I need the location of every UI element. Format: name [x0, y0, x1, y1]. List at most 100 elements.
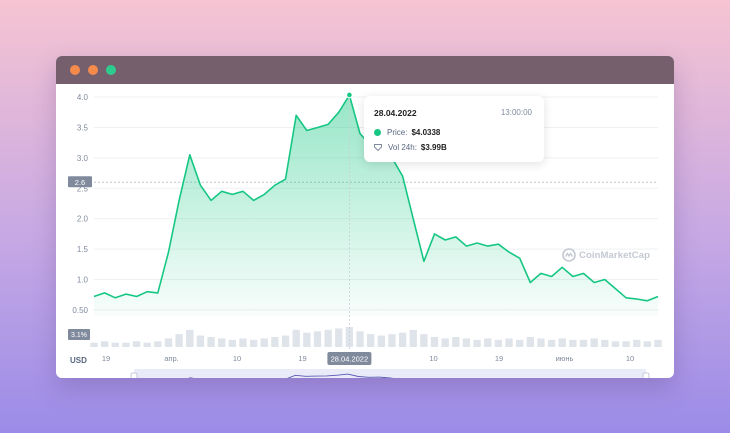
x-tick-label: 19	[495, 354, 503, 363]
volume-bar	[271, 337, 279, 347]
current-price-badge	[68, 176, 92, 188]
volume-bar	[526, 337, 534, 347]
volume-bar	[579, 339, 588, 347]
volume-bar	[260, 338, 268, 347]
volume-bar	[430, 337, 439, 347]
watermark-text: CoinMarketCap	[579, 249, 650, 261]
tooltip-price-row: Price: $4.0338	[374, 126, 440, 138]
volume-bar	[132, 341, 141, 347]
price-tooltip: 28.04.2022 13:00:00 Price: $4.0338 Vol 2…	[364, 96, 544, 162]
y-tick-label: 3.0	[77, 154, 89, 163]
volume-bar	[409, 329, 417, 347]
x-tick-label: апр.	[164, 354, 179, 363]
volume-bar	[622, 341, 630, 347]
volume-bar	[90, 342, 98, 347]
tooltip-volume-row: Vol 24h: $3.99B	[374, 141, 447, 153]
volume-bar	[239, 338, 247, 347]
volume-bar	[335, 328, 343, 347]
volume-bar	[249, 339, 258, 347]
y-tick-label: 2.5	[77, 184, 89, 193]
zoom-button[interactable]	[106, 65, 116, 75]
volume-bar	[505, 338, 513, 347]
volume-bar	[569, 339, 577, 347]
volume-bar	[547, 339, 556, 347]
volume-bar	[441, 338, 449, 347]
currency-label: USD	[70, 356, 87, 365]
range-selection	[134, 369, 646, 378]
volume-shield-icon	[374, 143, 382, 151]
y-tick-label: 0.50	[72, 306, 88, 315]
volume-bar	[292, 329, 300, 347]
x-tick-label-hover: 28.04.2022	[331, 355, 369, 364]
volume-bar	[420, 334, 428, 347]
price-area	[94, 95, 658, 316]
y-tick-label: 1.5	[77, 245, 89, 254]
volume-bar	[303, 332, 311, 347]
volume-bar	[654, 339, 662, 347]
watermark: CoinMarketCap	[562, 248, 650, 262]
tooltip-price-label: Price:	[387, 127, 408, 137]
volume-bar	[154, 341, 162, 347]
volume-label: 3.1%	[71, 332, 87, 339]
range-handle-left	[130, 372, 138, 378]
close-button[interactable]	[70, 65, 80, 75]
x-tick-label: 19	[102, 354, 110, 363]
volume-bar	[111, 342, 119, 347]
volume-bar	[590, 338, 598, 347]
volume-bar	[313, 331, 322, 347]
volume-bar	[611, 341, 620, 347]
volume-bar	[484, 338, 492, 347]
x-hover-badge	[327, 352, 372, 365]
volume-bar	[164, 338, 173, 347]
x-tick-label: июнь	[556, 354, 574, 363]
range-line	[187, 373, 394, 378]
tooltip-price-value: $4.0338	[411, 127, 441, 137]
volume-bar	[398, 332, 407, 347]
volume-bar	[175, 334, 183, 347]
tooltip-time: 13:00:00	[500, 108, 532, 117]
hover-point-marker	[346, 91, 353, 99]
y-tick-label: 3.5	[77, 123, 89, 132]
volume-bar	[324, 329, 332, 347]
tooltip-date: 28.04.2022	[374, 108, 417, 118]
minimize-button[interactable]	[88, 65, 98, 75]
coinmarketcap-logo-icon	[562, 248, 576, 262]
volume-bar	[345, 327, 354, 347]
volume-bar	[207, 337, 215, 347]
volume-bar	[643, 341, 652, 347]
volume-bar	[537, 338, 545, 347]
volume-bar	[143, 342, 151, 347]
y-tick-label: 2.0	[77, 215, 89, 224]
y-tick-label: 1.0	[77, 276, 89, 285]
volume-bar	[452, 337, 460, 347]
current-price-label: 2.6	[75, 178, 85, 187]
tooltip-volume-value: $3.99B	[420, 142, 447, 152]
volume-bar	[473, 339, 481, 347]
volume-bar	[633, 339, 641, 347]
x-tick-label: 19	[298, 354, 306, 363]
price-chart[interactable]: 4.0 3.5 3.0 2.5 2.0 1.5 1.0 0.50 2.6 3.1% USD 19 апр…	[56, 84, 674, 378]
volume-bar	[356, 331, 364, 347]
volume-bar	[218, 338, 226, 347]
volume-bar	[558, 338, 566, 347]
volume-bar	[186, 329, 194, 347]
x-tick-label: 10	[233, 354, 241, 363]
range-handle-right	[642, 372, 650, 378]
browser-window: 4.0 3.5 3.0 2.5 2.0 1.5 1.0 0.50 2.6 3.1% USD 19 апр…	[56, 56, 674, 378]
volume-bar	[281, 335, 290, 347]
volume-bar	[462, 338, 471, 347]
volume-bar	[601, 339, 609, 347]
x-tick-label: 10	[429, 354, 437, 363]
volume-bar	[100, 341, 109, 347]
volume-bar	[494, 339, 503, 347]
price-dot-icon	[374, 128, 381, 136]
tooltip-volume-label: Vol 24h:	[388, 142, 417, 152]
volume-bar	[377, 335, 385, 347]
volume-bar	[196, 335, 205, 347]
volume-bar	[367, 334, 375, 347]
x-tick-label: 10	[626, 354, 634, 363]
volume-bar	[516, 339, 524, 347]
volume-bar	[122, 342, 130, 347]
window-titlebar	[56, 56, 674, 84]
volume-badge	[68, 329, 90, 340]
